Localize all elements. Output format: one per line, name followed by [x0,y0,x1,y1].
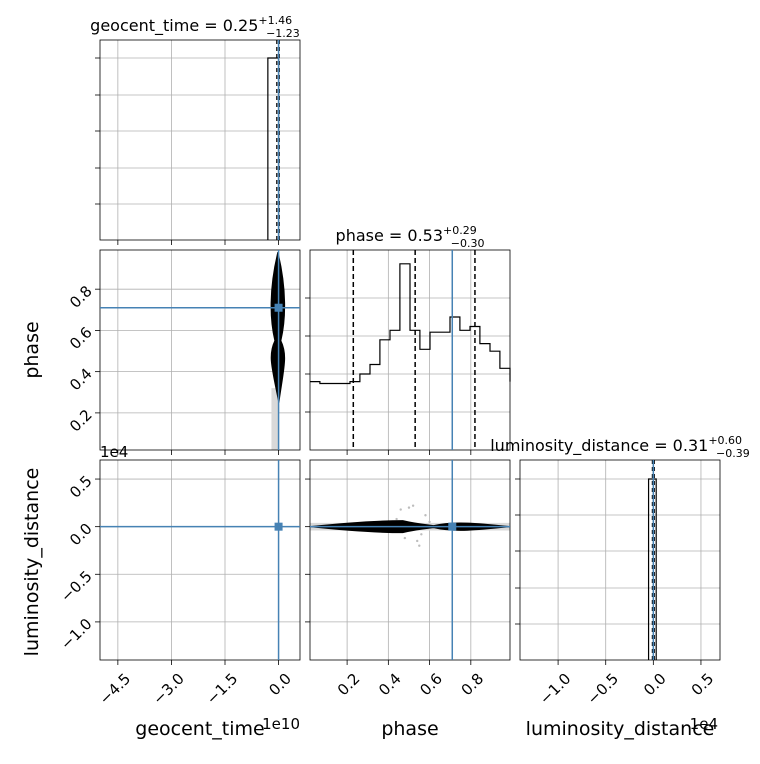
lp-scatter-point-4 [420,533,423,536]
lp-scatter-point-5 [424,514,427,517]
geocent-hist-title-text: geocent_time = 0.25+1.46 −1.23 [90,14,300,40]
lp-xticklabel-1: 0.4 [375,670,405,700]
lp-scatter-point-8 [395,517,398,521]
ld-hist-title-text: luminosity_distance = 0.31+0.60 −0.39 [490,434,750,460]
lp-frame [309,459,511,661]
lg-xticklabel-0: −4.5 [96,670,134,708]
lg-xticklabel-2: −1.5 [203,670,241,708]
phase-hist-title-text: phase = 0.53+0.29 −0.30 [336,224,485,250]
geocent-hist-title: geocent_time = 0.25+1.46 −1.23 [90,14,300,40]
lp-scatter-point-6 [403,536,407,540]
lp-scatter-point-0 [399,508,402,511]
lg-yticklabel-3: 0.5 [66,472,96,502]
xlabel-luminosity-distance: luminosity_distance [526,718,715,740]
lg-truth-marker [274,522,283,531]
pg-yticklabel-1: 0.4 [66,365,96,395]
xlabel-geocent-time: geocent_time [135,718,264,740]
lp-xticklabel-2: 0.6 [416,670,446,700]
pg-truth-marker [274,303,283,312]
lp-truth-marker [448,522,457,531]
lp-scatter-point-2 [411,504,415,507]
lg-offset-label: 1e4 [100,443,128,461]
pg-yticklabel-0: 0.2 [66,406,96,436]
phase-hist-frame [309,249,511,451]
lg-xticklabel-1: −3.0 [149,670,187,708]
lg-yticklabel-0: −1.0 [57,615,95,653]
lg-frame [99,459,301,661]
geocent-hist-frame [99,39,301,241]
pg-frame [99,249,301,451]
phase-hist-title: phase = 0.53+0.29 −0.30 [336,224,485,250]
lg-yticklabel-1: −0.5 [57,567,95,605]
ld-hist-bin [647,478,657,660]
pg-yticklabel-3: 0.8 [66,282,96,312]
lp-xticklabel-0: 0.2 [334,670,364,700]
lp-xticklabel-3: 0.8 [458,670,488,700]
ylabel-luminosity-distance: luminosity_distance [21,468,43,657]
phase-hist-steps [310,263,511,385]
ld-hist-frame [519,459,721,661]
lp-scatter-point-9 [418,544,421,547]
ld-hist-xticklabel-2: 0.0 [640,670,670,700]
ld-offset-label: 1e4 [690,715,718,733]
ld-hist-title: luminosity_distance = 0.31+0.60 −0.39 [490,434,750,460]
ld-hist-xticklabel-0: −1.0 [536,670,574,708]
ld-hist-xticklabel-1: −0.5 [584,670,622,708]
lp-scatter-point-1 [407,506,411,509]
lg-yticklabel-2: 0.0 [66,520,96,550]
lg-xticklabel-3: 0.0 [265,670,295,700]
lp-scatter-point-7 [428,520,431,524]
xlabel-phase: phase [381,718,438,740]
ld-hist-xticklabel-3: 0.5 [688,670,718,700]
pg-yticklabel-2: 0.6 [66,323,96,353]
lp-scatter-point-3 [416,539,419,543]
geocent-offset-label: 1e10 [262,715,300,733]
pg-fill-band [271,388,279,450]
ylabel-phase: phase [21,321,43,378]
